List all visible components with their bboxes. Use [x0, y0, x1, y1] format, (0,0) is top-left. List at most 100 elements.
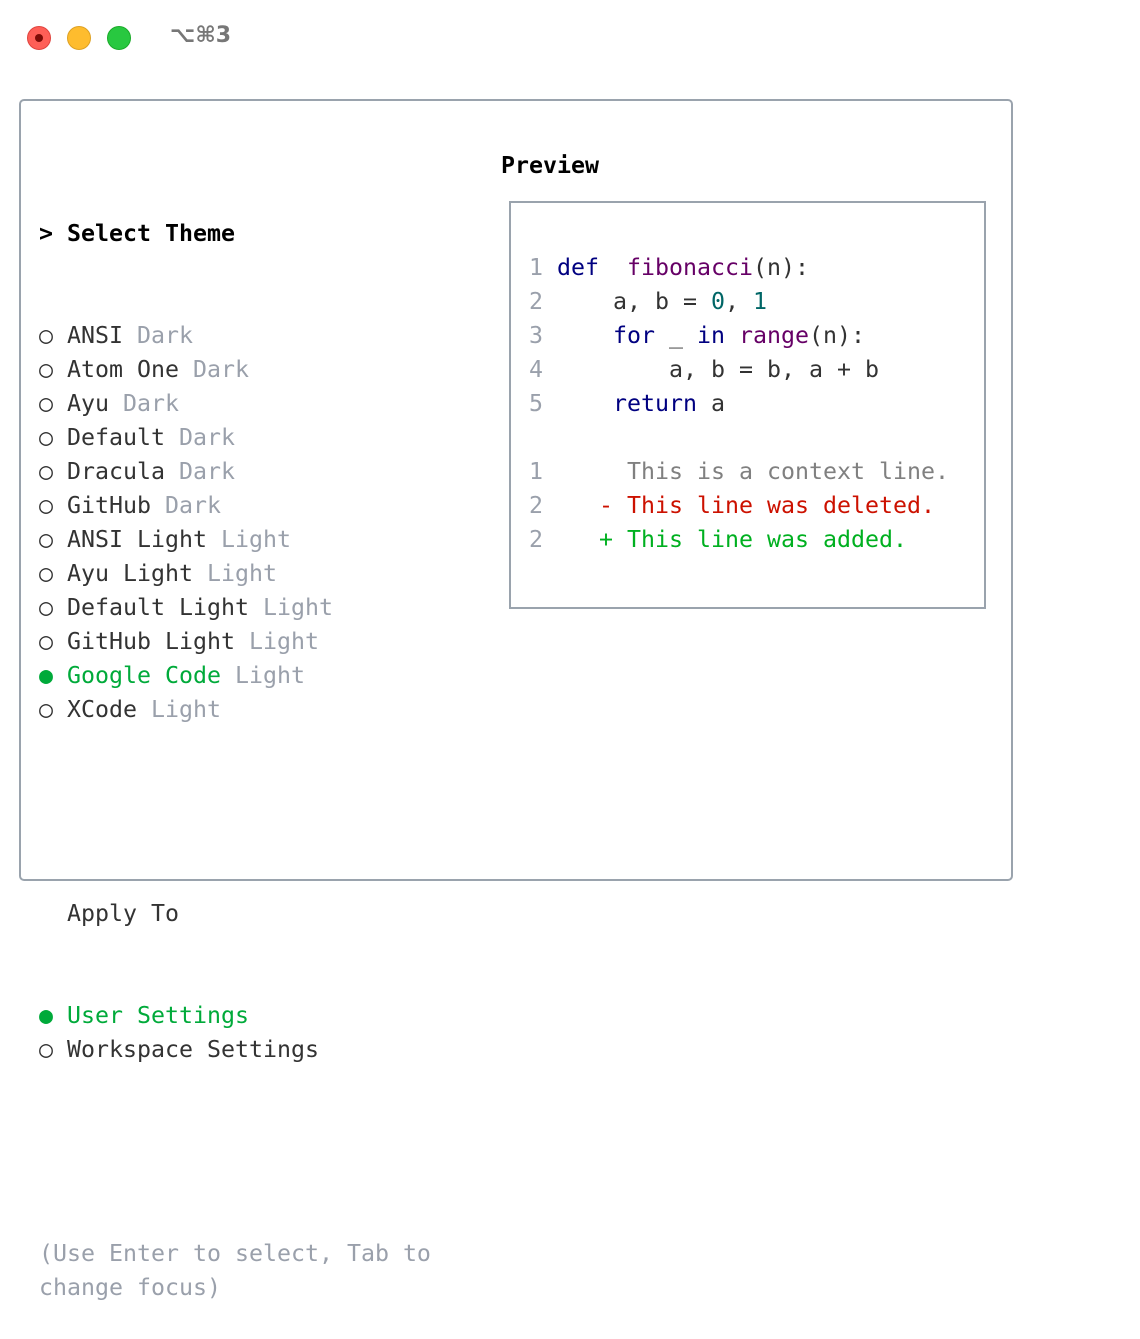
radio-selected-icon: ●: [39, 1002, 53, 1029]
close-button[interactable]: [27, 26, 51, 50]
heading-text: Select Theme: [67, 220, 235, 247]
radio-selected-icon: ●: [39, 662, 53, 689]
radio-unselected-icon: ○: [39, 492, 53, 519]
focus-marker: >: [39, 220, 53, 247]
line-number: 4: [529, 356, 543, 383]
theme-type: Light: [151, 696, 221, 723]
code-line: 2 a, b = 0, 1: [529, 285, 949, 319]
code-token: ,: [724, 288, 753, 315]
theme-panel: > Select Theme ○ ANSI Dark ○ Atom One Dar…: [39, 149, 459, 1339]
line-number: 1: [529, 254, 543, 281]
theme-type: Light: [220, 526, 291, 553]
theme-name: ANSI: [67, 322, 123, 349]
line-number: 2: [529, 492, 543, 519]
heading-text: Apply To: [67, 900, 179, 927]
line-number: 2: [529, 526, 543, 553]
theme-option[interactable]: ○ XCode Light: [39, 693, 459, 727]
code-token: a: [697, 390, 725, 417]
theme-option[interactable]: ○ Ayu Dark: [39, 387, 459, 421]
radio-unselected-icon: ○: [39, 458, 53, 485]
radio-unselected-icon: ○: [39, 696, 53, 723]
theme-option[interactable]: ○ Atom One Dark: [39, 353, 459, 387]
code-token: for: [613, 322, 655, 349]
code-line: 5 return a: [529, 387, 949, 421]
window-title: ⌥⌘3: [170, 23, 232, 48]
code-token: (n):: [809, 322, 865, 349]
apply-to-option[interactable]: ○ Workspace Settings: [39, 1033, 459, 1067]
code-token: def: [557, 254, 599, 281]
theme-type: Dark: [178, 424, 235, 451]
theme-option[interactable]: ○ Ayu Light Light: [39, 557, 459, 591]
code-token: 0: [710, 288, 725, 315]
code-token: [599, 254, 627, 281]
code-token: return: [613, 390, 697, 417]
preview-title: Preview: [501, 152, 599, 179]
code-token: [557, 322, 613, 349]
theme-name: XCode: [67, 696, 137, 723]
theme-type: Light: [234, 662, 305, 689]
theme-option[interactable]: ○ GitHub Light Light: [39, 625, 459, 659]
theme-option[interactable]: ○ Dracula Dark: [39, 455, 459, 489]
theme-type: Light: [206, 560, 277, 587]
diff-prefix: -: [599, 492, 613, 519]
diff-line: 1 This is a context line.: [529, 455, 949, 489]
theme-name: GitHub Light: [67, 628, 235, 655]
theme-name: Ayu: [67, 390, 109, 417]
code-token: fibonacci: [627, 254, 753, 281]
scope-name: Workspace Settings: [67, 1036, 319, 1063]
select-theme-heading: > Select Theme: [39, 217, 459, 251]
blank-line: [529, 421, 949, 455]
zoom-button[interactable]: [107, 26, 131, 50]
code-token: [725, 322, 739, 349]
line-number: 5: [529, 390, 543, 417]
diff-text: This is a context line.: [627, 458, 949, 485]
theme-name: Google Code: [67, 662, 221, 689]
theme-option[interactable]: ○ Default Light Light: [39, 591, 459, 625]
radio-unselected-icon: ○: [39, 390, 53, 417]
theme-dialog: [19, 99, 1013, 881]
code-line: 4 a, b = b, a + b: [529, 353, 949, 387]
code-line: 1 def fibonacci(n):: [529, 251, 949, 285]
theme-name: Ayu Light: [67, 560, 193, 587]
diff-line: 2 - This line was deleted.: [529, 489, 949, 523]
theme-type: Light: [248, 628, 319, 655]
radio-unselected-icon: ○: [39, 594, 53, 621]
radio-unselected-icon: ○: [39, 526, 53, 553]
code-token: [557, 390, 613, 417]
theme-type: Dark: [165, 492, 221, 519]
code-token: in: [697, 322, 725, 349]
code-token: _: [655, 322, 697, 349]
code-line: 3 for _ in range(n):: [529, 319, 949, 353]
radio-unselected-icon: ○: [39, 1036, 53, 1063]
code-token: a, b =: [557, 288, 711, 315]
diff-text: This line was added.: [627, 526, 907, 553]
diff-text: This line was deleted.: [627, 492, 935, 519]
apply-to-heading: Apply To: [39, 897, 459, 931]
theme-option[interactable]: ○ Default Dark: [39, 421, 459, 455]
theme-name: Atom One: [67, 356, 179, 383]
theme-option[interactable]: ○ GitHub Dark: [39, 489, 459, 523]
radio-unselected-icon: ○: [39, 356, 53, 383]
diff-prefix: [599, 458, 613, 485]
theme-name: Default: [67, 424, 165, 451]
theme-type: Dark: [123, 390, 179, 417]
theme-type: Dark: [192, 356, 249, 383]
theme-option[interactable]: ● Google Code Light: [39, 659, 459, 693]
radio-unselected-icon: ○: [39, 560, 53, 587]
minimize-button[interactable]: [67, 26, 91, 50]
radio-unselected-icon: ○: [39, 322, 53, 349]
apply-to-option[interactable]: ● User Settings: [39, 999, 459, 1033]
theme-name: Default Light: [67, 594, 249, 621]
theme-name: ANSI Light: [67, 526, 207, 553]
radio-unselected-icon: ○: [39, 628, 53, 655]
line-number: 2: [529, 288, 543, 315]
theme-type: Dark: [178, 458, 235, 485]
theme-type: Dark: [137, 322, 193, 349]
scope-name: User Settings: [67, 1002, 249, 1029]
code-token: (n):: [752, 254, 809, 281]
theme-option[interactable]: ○ ANSI Light Light: [39, 523, 459, 557]
diff-line: 2 + This line was added.: [529, 523, 949, 557]
theme-option[interactable]: ○ ANSI Dark: [39, 319, 459, 353]
